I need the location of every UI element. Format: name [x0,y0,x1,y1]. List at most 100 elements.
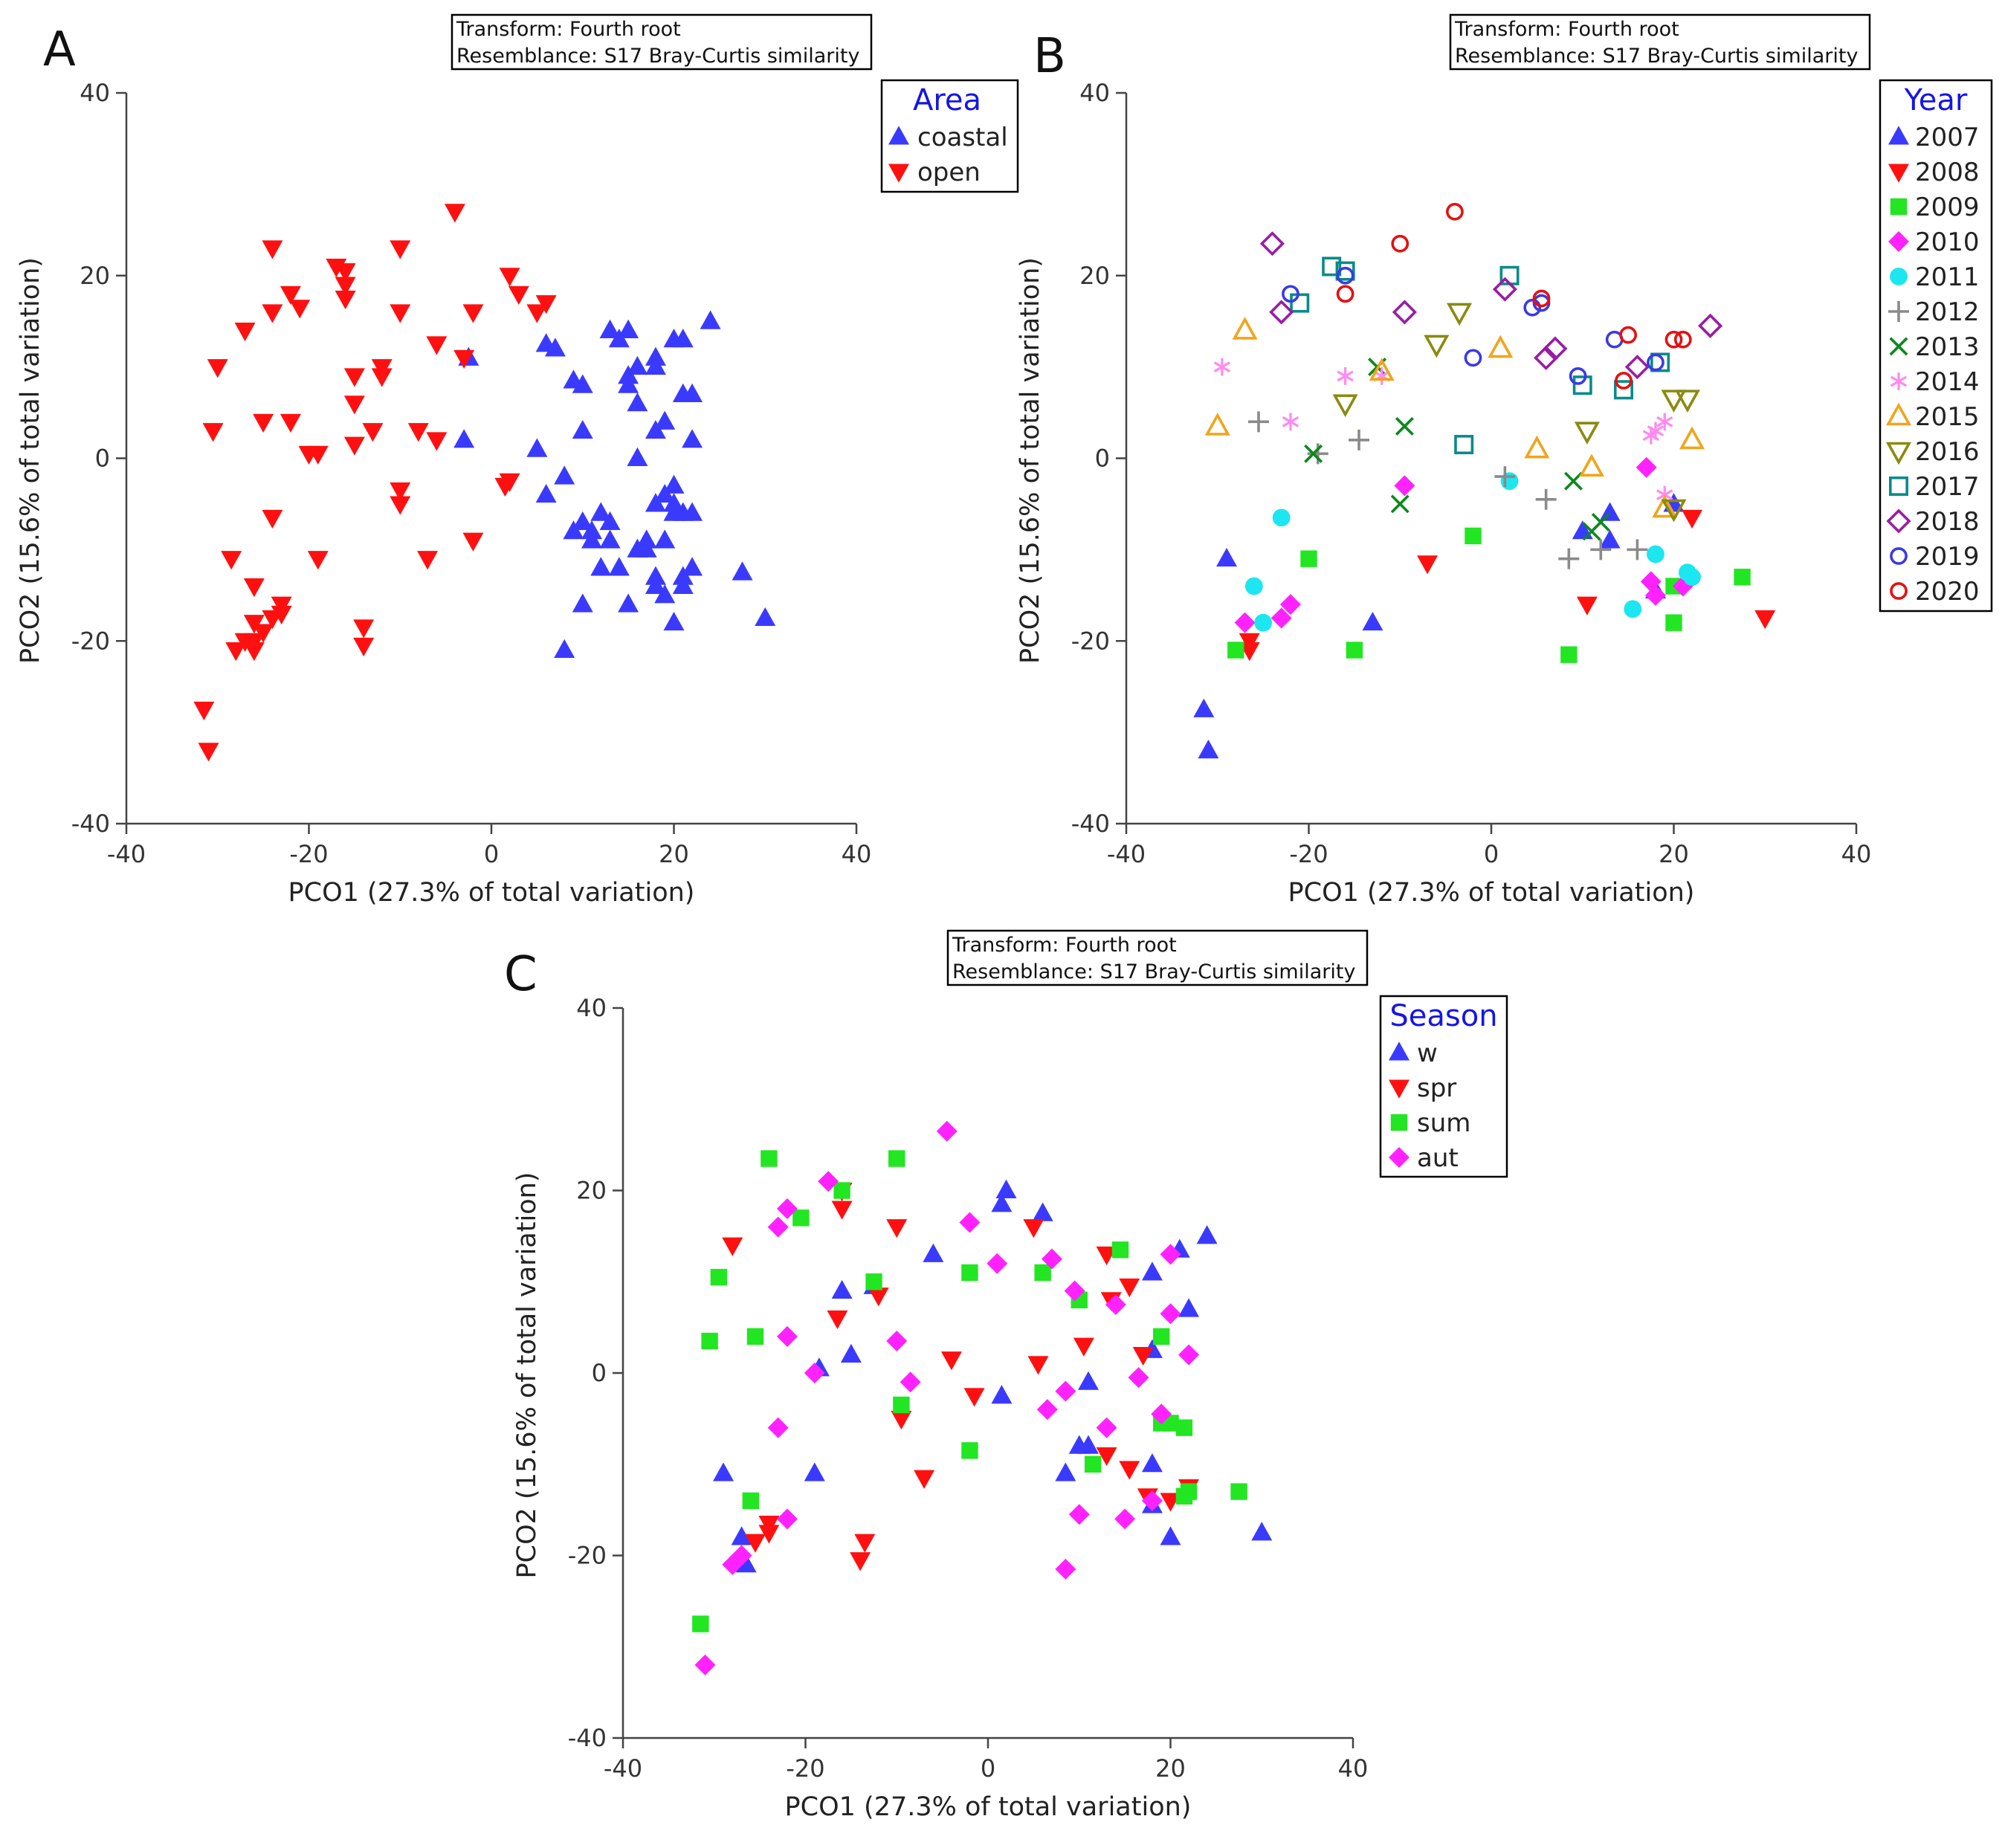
data-point-2012 [1247,411,1269,433]
data-point-2011 [1244,577,1263,595]
data-point-2018 [1259,231,1285,256]
data-point-sum [865,1273,882,1290]
legend-label-w: w [1417,1038,1438,1068]
legend-marker-w [1389,1041,1410,1061]
data-point-2007 [1599,529,1621,549]
data-point-2010 [1394,475,1415,497]
data-point-w [1178,1298,1200,1317]
panel-b-y-axis-title: PCO2 (15.6% of total variation) [1015,257,1045,664]
panel-a-y-tick-label: 40 [80,79,110,107]
data-point-spr [827,1310,848,1330]
panel-a-x-tick-label: -40 [107,840,146,868]
data-point-w [1141,1453,1163,1473]
data-point-coastal [526,438,548,457]
panel-c-info-box-frame [946,929,1369,986]
data-point-aut [1128,1367,1149,1389]
data-point-coastal [535,483,557,503]
data-point-2008 [1576,596,1598,616]
data-point-2017 [1290,293,1310,313]
data-point-coastal [682,429,703,448]
data-point-2014 [1282,413,1299,431]
data-point-2020 [1446,202,1464,221]
data-point-spr [868,1288,889,1307]
data-point-2020 [1336,285,1354,303]
data-point-open [390,482,411,502]
data-point-2012 [1349,429,1370,450]
data-point-open [225,642,247,662]
panel-c-x-tick-label: -40 [604,1754,642,1783]
data-point-sum [1230,1483,1247,1500]
legend-item-aut: aut [1389,1143,1459,1173]
data-point-2012 [1590,539,1612,560]
data-point-aut [1151,1403,1172,1425]
data-point-2011 [1272,508,1291,527]
data-point-open [353,637,375,657]
data-point-open [353,619,375,639]
data-point-open [390,240,411,259]
legend-label-2014: 2014 [1915,367,1980,397]
data-point-2011 [1647,545,1664,563]
data-point-open [262,509,283,529]
data-point-2017 [1572,375,1592,395]
panel-b-series-2019 [1282,266,1664,385]
data-point-aut [900,1372,921,1393]
panel-c-series-sum [692,1150,1247,1632]
data-point-aut [1096,1417,1117,1438]
data-point-2012 [1307,443,1328,465]
data-point-coastal [599,319,621,338]
data-point-2009 [1346,642,1363,659]
data-point-2011 [1254,613,1273,632]
legend-item-spr: spr [1389,1073,1456,1103]
data-point-2008 [1417,555,1438,575]
data-point-open [280,413,301,433]
data-point-w [731,1526,752,1545]
data-point-open [343,436,365,456]
panel-a-series-coastal [453,310,776,659]
data-point-2015 [1369,358,1395,381]
data-point-aut [767,1417,789,1438]
data-point-2016 [1446,303,1473,326]
legend-item-2017: 2017 [1889,472,1980,502]
data-point-open [417,551,439,570]
data-point-aut [722,1554,743,1575]
data-point-coastal [581,529,603,549]
legend-item-2015: 2015 [1885,402,1980,432]
data-point-sum [701,1332,718,1350]
data-point-w [1141,1261,1163,1281]
data-point-2010 [1635,456,1657,478]
panel-b-resemblance-label: Resemblance: S17 Bray-Curtis similarity [1455,45,1858,68]
data-point-aut [1036,1399,1058,1421]
data-point-coastal [645,419,666,439]
data-point-coastal [544,337,566,357]
data-point-coastal [645,355,666,375]
data-point-coastal [572,374,593,393]
data-point-coastal [627,355,648,375]
data-point-spr [744,1534,766,1553]
data-point-2019 [1647,353,1664,372]
legend-marker-2012 [1888,301,1909,322]
data-point-open [202,423,224,442]
data-point-coastal [672,502,694,521]
data-point-coastal [627,447,648,466]
data-point-aut [1114,1508,1136,1530]
data-point-spr [1119,1461,1140,1480]
legend-marker-spr [1389,1079,1410,1099]
panel-c-x-tick-label: 20 [1155,1754,1186,1783]
data-point-2012 [1627,539,1648,560]
panel-c-resemblance-label: Resemblance: S17 Bray-Curtis similarity [952,960,1355,983]
legend-item-open: open [888,158,981,187]
data-point-sum [1175,1419,1193,1436]
data-point-open [280,285,301,306]
legend-label-sum: sum [1417,1108,1470,1138]
panel-c-letter: C [504,947,537,1002]
data-point-w [923,1243,944,1262]
panel-a-y-tick-label: 0 [95,445,110,473]
legend-label-2016: 2016 [1915,437,1980,467]
panel-a-x-tick-label: -20 [289,840,328,868]
data-point-open [444,204,465,223]
data-point-2007 [1193,698,1215,717]
data-point-2009 [1300,550,1317,567]
data-point-sum [893,1396,910,1414]
legend-item-w: w [1389,1038,1438,1068]
